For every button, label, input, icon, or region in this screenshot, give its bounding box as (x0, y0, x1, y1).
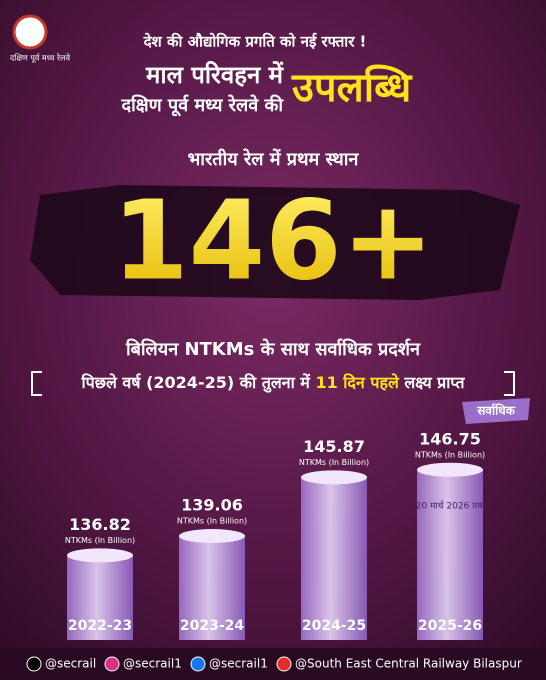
bar-top (67, 548, 133, 563)
big-caption: बिलियन NTKMs के साथ सर्वाधिक प्रदर्शन (125, 338, 421, 360)
tagline: देश की औद्योगिक प्रगति को नई रफ्तार ! (143, 33, 367, 51)
x-tick-label: 2025-26 (418, 618, 482, 634)
headline-highlight: उपलब्धि (291, 64, 413, 111)
logo-text: दक्षिण पूर्व मध्य रेलवे (10, 53, 71, 64)
unit-label: NTKMs (In Billion) (65, 536, 135, 545)
x-tick-label: 2023-24 (180, 618, 245, 634)
value-label: 136.82 (69, 515, 131, 534)
x-tick-label: 2024-25 (302, 618, 366, 634)
rank: भारतीय रेल में प्रथम स्थान (188, 148, 360, 170)
bar-top (179, 529, 245, 544)
brush-stroke (30, 185, 520, 300)
value-label: 146.75 (419, 429, 481, 448)
badge: सर्वाधिक (476, 404, 515, 418)
bar (67, 555, 133, 640)
annotation: 20 मार्च 2026 तक (416, 499, 485, 511)
social-icon (190, 656, 206, 672)
social-icon (104, 656, 120, 672)
value-label: 145.87 (303, 437, 365, 456)
badge-shape (462, 398, 530, 424)
social-handle: @South East Central Railway Bilaspur (295, 657, 522, 671)
big-figure: 146+ (112, 176, 434, 304)
comparison-before: पिछले वर्ष (2024-25) की तुलना में (81, 373, 316, 393)
bar (417, 469, 483, 640)
headline-1: माल परिवहन में (145, 61, 285, 89)
headline-2: दक्षिण पूर्व मध्य रेलवे की (121, 94, 285, 117)
value-label: 139.06 (181, 496, 243, 515)
x-tick-label: 2022-23 (68, 618, 132, 634)
bar-top (417, 462, 483, 477)
bar (301, 477, 367, 640)
comparison: पिछले वर्ष (2024-25) की तुलना में 11 दिन… (81, 373, 466, 393)
logo (12, 14, 48, 50)
social-handle: @secrail (45, 657, 96, 671)
bar-top (301, 470, 367, 485)
social-handle: @secrail1 (123, 657, 182, 671)
unit-label: NTKMs (In Billion) (177, 517, 247, 526)
footer: @secrail @secrail1 @secrail1 @South East Ce… (26, 656, 522, 672)
social-icon (276, 656, 292, 672)
comparison-bracket (31, 371, 515, 396)
footer-bar (0, 648, 546, 680)
comparison-after: लक्ष्य प्राप्त (399, 373, 466, 392)
unit-label: NTKMs (In Billion) (299, 458, 369, 467)
social-icon (26, 656, 42, 672)
comparison-highlight: 11 दिन पहले (315, 373, 400, 392)
social-handle: @secrail1 (209, 657, 268, 671)
unit-label: NTKMs (In Billion) (415, 450, 485, 459)
bar (179, 536, 245, 640)
